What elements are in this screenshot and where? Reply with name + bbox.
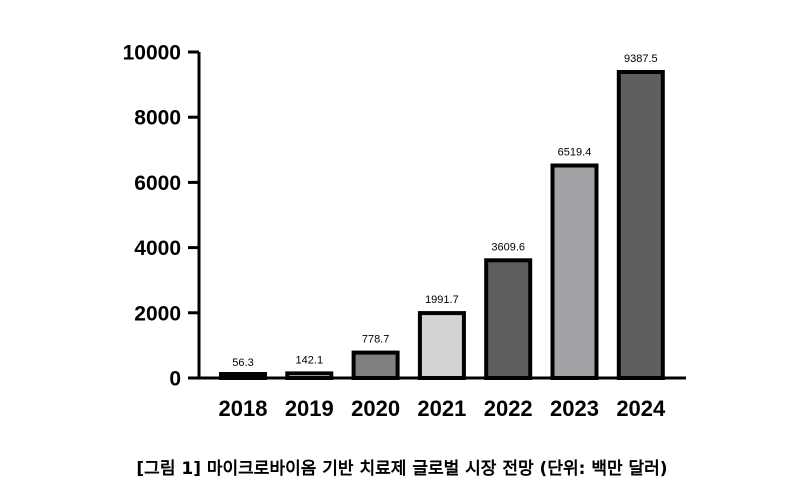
bar-2020 (351, 350, 400, 381)
data-label-2021: 1991.7 (425, 294, 459, 306)
y-tick-label-0: 0 (169, 368, 181, 391)
y-tick-label-10000: 10000 (123, 42, 181, 65)
data-labels-group: 56.3 142.1 778.7 1991.7 3609.6 6519.4 9387.5 (232, 53, 657, 369)
data-label-2020: 778.7 (362, 334, 390, 346)
data-label-2023: 6519.4 (558, 147, 592, 159)
x-tick-label-2024: 2024 (616, 396, 666, 421)
bar-2021 (417, 311, 466, 381)
y-tick-label-4000: 4000 (134, 237, 181, 260)
x-tick-label-2018: 2018 (219, 396, 268, 421)
data-label-2018: 56.3 (232, 357, 253, 369)
y-axis: 0 2000 4000 6000 8000 10000 (123, 42, 199, 391)
figure-caption: [그림 1] 마이크로바이옴 기반 치료제 글로벌 시장 전망 (단위: 백만 … (136, 459, 668, 479)
x-tick-label-2023: 2023 (550, 396, 599, 421)
x-axis: 2018 2019 2020 2021 2022 2023 2024 (219, 396, 667, 421)
x-tick-label-2020: 2020 (351, 396, 400, 421)
bar-chart: 56.3 142.1 778.7 1991.7 3609.6 6519.4 9387.5 0… (123, 42, 686, 421)
bar-2023 (550, 163, 599, 380)
y-tick-label-8000: 8000 (134, 107, 181, 130)
bars-group (219, 70, 665, 381)
x-tick-label-2021: 2021 (417, 396, 466, 421)
x-tick-label-2019: 2019 (285, 396, 334, 421)
y-tick-label-2000: 2000 (134, 302, 181, 325)
bar-2022 (484, 258, 533, 380)
y-tick-label-6000: 6000 (134, 172, 181, 195)
data-label-2019: 142.1 (296, 354, 324, 366)
data-label-2024: 9387.5 (624, 53, 658, 65)
x-tick-label-2022: 2022 (484, 396, 533, 421)
bar-2024 (616, 70, 665, 380)
data-label-2022: 3609.6 (491, 241, 525, 253)
